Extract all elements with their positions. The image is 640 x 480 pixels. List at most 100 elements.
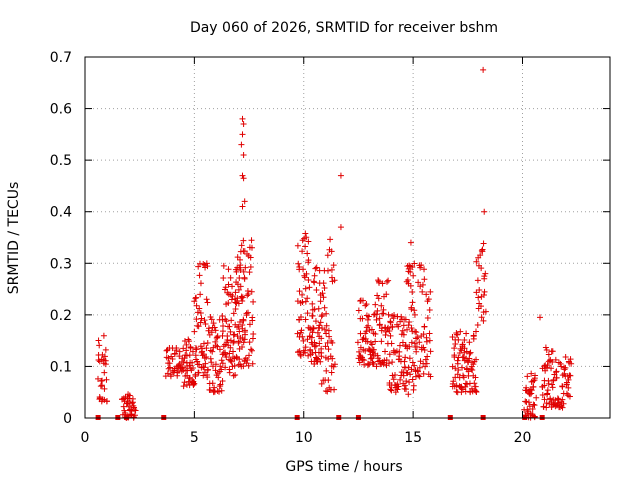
data-point <box>205 366 212 373</box>
data-point <box>362 302 369 309</box>
data-point <box>327 236 334 243</box>
data-point <box>231 331 238 338</box>
data-point <box>401 358 408 365</box>
data-point <box>94 375 101 382</box>
data-point <box>380 310 387 317</box>
data-point <box>533 394 540 401</box>
data-point <box>356 348 363 355</box>
data-point <box>309 300 316 307</box>
data-point <box>305 352 312 359</box>
data-point <box>408 366 415 373</box>
data-point <box>475 294 482 301</box>
data-point <box>424 353 431 360</box>
data-point <box>322 343 329 350</box>
data-point <box>383 278 390 285</box>
data-point <box>385 277 392 284</box>
data-point <box>303 270 310 277</box>
data-point <box>481 208 488 215</box>
data-point <box>192 352 199 359</box>
data-point <box>196 272 203 279</box>
data-point <box>186 338 193 345</box>
data-point <box>478 265 485 272</box>
data-point <box>196 305 203 312</box>
data-point <box>227 328 234 335</box>
data-points <box>94 66 575 421</box>
data-point <box>217 363 224 370</box>
data-point <box>454 371 461 378</box>
data-point <box>197 310 204 317</box>
data-point <box>370 360 377 367</box>
data-point <box>407 269 414 276</box>
data-point <box>217 381 224 388</box>
data-point <box>219 377 226 384</box>
data-point <box>238 141 245 148</box>
data-point <box>318 313 325 320</box>
data-point <box>132 407 139 414</box>
data-point <box>302 230 309 237</box>
data-point <box>562 364 569 371</box>
data-point <box>97 383 104 390</box>
data-point <box>409 288 416 295</box>
x-tick-label: 10 <box>295 430 313 446</box>
data-point <box>203 353 210 360</box>
data-point <box>450 378 457 385</box>
data-point <box>191 328 198 335</box>
grid-layer <box>85 57 610 418</box>
data-point <box>372 338 379 345</box>
data-point <box>247 263 254 270</box>
data-point <box>219 360 226 367</box>
data-point <box>193 302 200 309</box>
data-point <box>120 403 127 410</box>
data-point <box>376 315 383 322</box>
data-point <box>231 362 238 369</box>
data-point <box>419 288 426 295</box>
data-point <box>417 264 424 271</box>
data-point <box>229 283 236 290</box>
data-point <box>480 240 487 247</box>
data-point <box>243 312 250 319</box>
data-point <box>247 254 254 261</box>
data-point <box>473 356 480 363</box>
data-point <box>374 292 381 299</box>
data-point <box>236 275 243 282</box>
data-point <box>323 310 330 317</box>
data-point <box>186 352 193 359</box>
data-point <box>300 337 307 344</box>
data-point <box>544 362 551 369</box>
data-point <box>411 362 418 369</box>
data-point <box>103 398 110 405</box>
data-point <box>321 284 328 291</box>
data-point <box>236 328 243 335</box>
data-point <box>241 274 248 281</box>
data-point <box>183 352 190 359</box>
data-point <box>184 367 191 374</box>
data-point <box>241 198 248 205</box>
data-point <box>95 337 102 344</box>
data-point <box>250 298 257 305</box>
data-point <box>311 306 318 313</box>
data-point <box>235 300 242 307</box>
data-point <box>244 357 251 364</box>
data-point <box>312 342 319 349</box>
data-point <box>299 333 306 340</box>
data-point <box>311 343 318 350</box>
data-point <box>167 364 174 371</box>
data-point <box>449 334 456 341</box>
data-point <box>404 326 411 333</box>
data-point <box>331 386 338 393</box>
data-point <box>227 344 234 351</box>
data-point <box>378 302 385 309</box>
data-point <box>302 298 309 305</box>
data-point <box>316 340 323 347</box>
data-point <box>191 380 198 387</box>
data-point <box>197 291 204 298</box>
data-point <box>246 321 253 328</box>
data-point <box>200 372 207 379</box>
data-point <box>302 243 309 250</box>
data-point <box>455 336 462 343</box>
data-point <box>237 283 244 290</box>
data-point <box>208 316 215 323</box>
data-point <box>530 401 537 408</box>
data-point <box>246 339 253 346</box>
data-point <box>222 364 229 371</box>
